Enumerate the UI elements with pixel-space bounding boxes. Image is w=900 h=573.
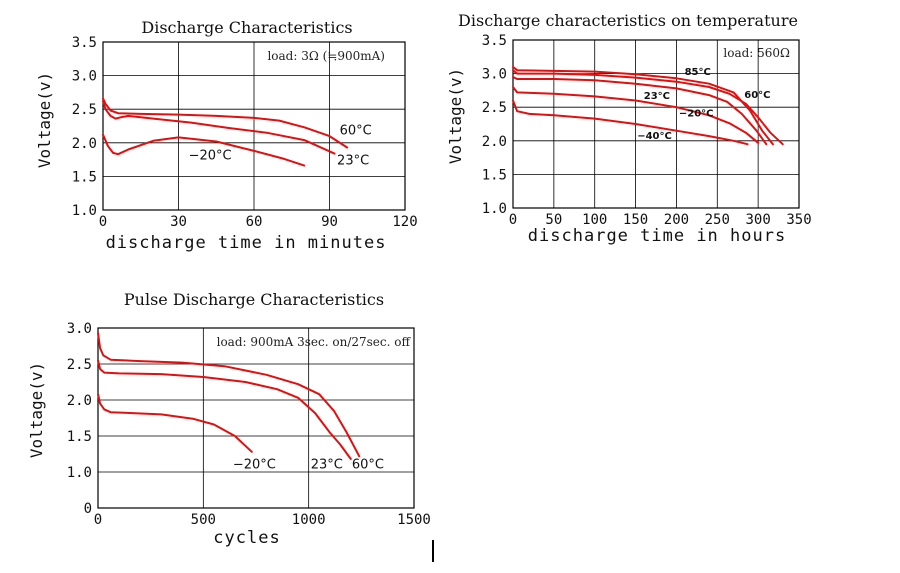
chart-discharge-on-temperature: Discharge characteristics on temperature… — [446, 11, 812, 246]
series-line — [97, 359, 352, 460]
chart-3-y-axis-title: Voltage(v) — [27, 362, 46, 458]
chart-discharge-characteristics: Discharge Characteristics 1.0 1.5 2.0 2.5 3.… — [35, 18, 418, 253]
chart-2-plot-frame — [512, 39, 800, 209]
chart-1-y-axis-title: Voltage(v) — [35, 72, 54, 168]
y-tick-label: 1.5 — [67, 429, 92, 445]
series-line — [512, 86, 760, 144]
x-tick-label: 50 — [545, 212, 562, 228]
chart-2-y-axis-title: Voltage(v) — [446, 68, 465, 164]
x-tick-label: 200 — [664, 212, 689, 228]
chart-1-load-annotation: load: 3Ω (≒900mA) — [267, 49, 385, 63]
y-tick-label: 0 — [84, 501, 92, 517]
chart-3-load-annotation: load: 900mA 3sec. on/27sec. off — [217, 335, 412, 349]
chart-2-load-annotation: load: 560Ω — [723, 46, 790, 60]
series-line — [102, 100, 336, 155]
series-label: −40°C — [637, 131, 672, 142]
y-tick-label: 1.5 — [482, 167, 507, 183]
x-tick-label: 1000 — [292, 512, 326, 528]
chart-3-plot-frame — [97, 327, 415, 509]
y-tick-label: 2.0 — [72, 136, 97, 152]
x-tick-label: 90 — [321, 214, 338, 230]
y-tick-label: 3.5 — [482, 33, 507, 49]
series-label: 23°C — [337, 153, 369, 168]
chart-1-x-axis-title: discharge time in minutes — [106, 233, 387, 253]
chart-3-x-axis-title: cycles — [213, 528, 280, 548]
series-line — [512, 69, 784, 146]
x-tick-label: 0 — [99, 214, 107, 230]
series-line — [97, 393, 253, 453]
y-tick-label: 3.0 — [72, 69, 97, 85]
y-tick-label: 1.0 — [72, 203, 97, 219]
series-label: −20°C — [189, 149, 232, 164]
chart-1-title: Discharge Characteristics — [141, 18, 352, 37]
y-tick-label: 2.0 — [482, 134, 507, 150]
series-line — [512, 65, 774, 146]
y-tick-label: 2.5 — [67, 357, 92, 373]
x-tick-label: 1500 — [397, 512, 431, 528]
x-tick-label: 60 — [246, 214, 263, 230]
series-label: 60°C — [744, 90, 770, 101]
series-label: 23°C — [644, 91, 670, 102]
x-tick-label: 150 — [623, 212, 648, 228]
x-tick-label: 300 — [745, 212, 770, 228]
series-line — [512, 99, 749, 146]
series-line — [97, 332, 361, 458]
series-line — [512, 76, 768, 146]
series-label: −20°C — [679, 109, 714, 120]
x-tick-label: 30 — [170, 214, 187, 230]
y-tick-label: 3.5 — [72, 35, 97, 51]
series-line — [102, 97, 349, 149]
chart-2-title: Discharge characteristics on temperature — [458, 11, 798, 30]
x-tick-label: 120 — [392, 214, 417, 230]
x-tick-label: 100 — [582, 212, 607, 228]
y-tick-label: 3.0 — [67, 321, 92, 337]
y-tick-label: 1.0 — [67, 465, 92, 481]
series-label: −20°C — [233, 457, 276, 472]
y-tick-label: 2.0 — [67, 393, 92, 409]
series-label: 85°C — [685, 67, 711, 78]
x-tick-label: 250 — [705, 212, 730, 228]
chart-pulse-discharge: Pulse Discharge Characteristics 0 1.0 1.5 2… — [27, 290, 431, 548]
chart-3-title: Pulse Discharge Characteristics — [124, 290, 384, 309]
x-tick-label: 0 — [509, 212, 517, 228]
series-label: 23°C — [311, 457, 343, 472]
y-tick-label: 2.5 — [72, 102, 97, 118]
series-line — [102, 133, 306, 167]
y-tick-label: 3.0 — [482, 67, 507, 83]
chart-2-x-axis-title: discharge time in hours — [528, 226, 786, 246]
series-label: 60°C — [340, 124, 372, 139]
x-tick-label: 0 — [94, 512, 102, 528]
x-tick-label: 350 — [786, 212, 811, 228]
y-tick-label: 1.5 — [72, 169, 97, 185]
x-tick-label: 500 — [191, 512, 216, 528]
chart-1-plot-frame — [102, 41, 406, 211]
y-tick-label: 1.0 — [482, 201, 507, 217]
y-tick-label: 2.5 — [482, 100, 507, 116]
series-label: 60°C — [352, 457, 384, 472]
